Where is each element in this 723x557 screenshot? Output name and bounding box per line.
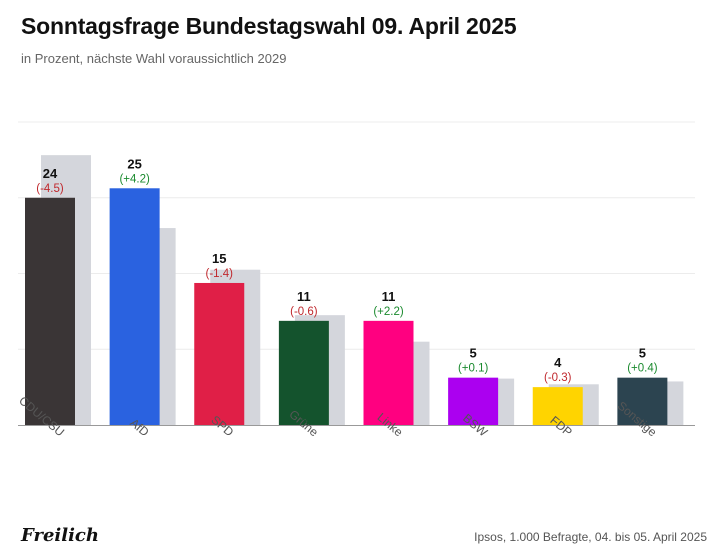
value-label: 5 [639,346,646,361]
data-labels: 24 (-4.5) 25 (+4.2) 15 (-1.4) 11 (-0.6) 11 (+2.2)… [36,156,657,384]
value-label: 11 [297,289,311,304]
bar [194,282,245,425]
bar [532,387,583,425]
change-label: (-4.5) [36,183,64,195]
change-label: (-0.6) [290,306,318,318]
change-label: (+0.4) [627,363,658,375]
value-label: 15 [212,251,226,266]
bar [109,188,160,425]
bar [25,197,75,425]
brand-logo: Freilich [21,525,99,546]
change-label: (-1.4) [206,268,234,280]
bar [363,320,414,425]
change-label: (+2.2) [373,306,404,318]
bar [448,377,499,425]
value-label: 25 [127,156,141,171]
value-label: 4 [554,355,562,370]
chart-title: Sonntagsfrage Bundestagswahl 09. April 2… [21,13,517,39]
value-label: 11 [382,289,396,304]
value-label: 5 [470,346,477,361]
change-label: (-0.3) [544,372,572,384]
chart-subtitle: in Prozent, nächste Wahl voraussichtlich… [21,51,287,66]
change-label: (+0.1) [458,363,489,375]
bars [18,155,695,426]
bar [617,377,668,425]
source-note: Ipsos, 1.000 Befragte, 04. bis 05. April… [474,530,707,544]
bar [278,320,329,425]
value-label: 24 [43,166,58,181]
change-label: (+4.2) [119,173,150,185]
